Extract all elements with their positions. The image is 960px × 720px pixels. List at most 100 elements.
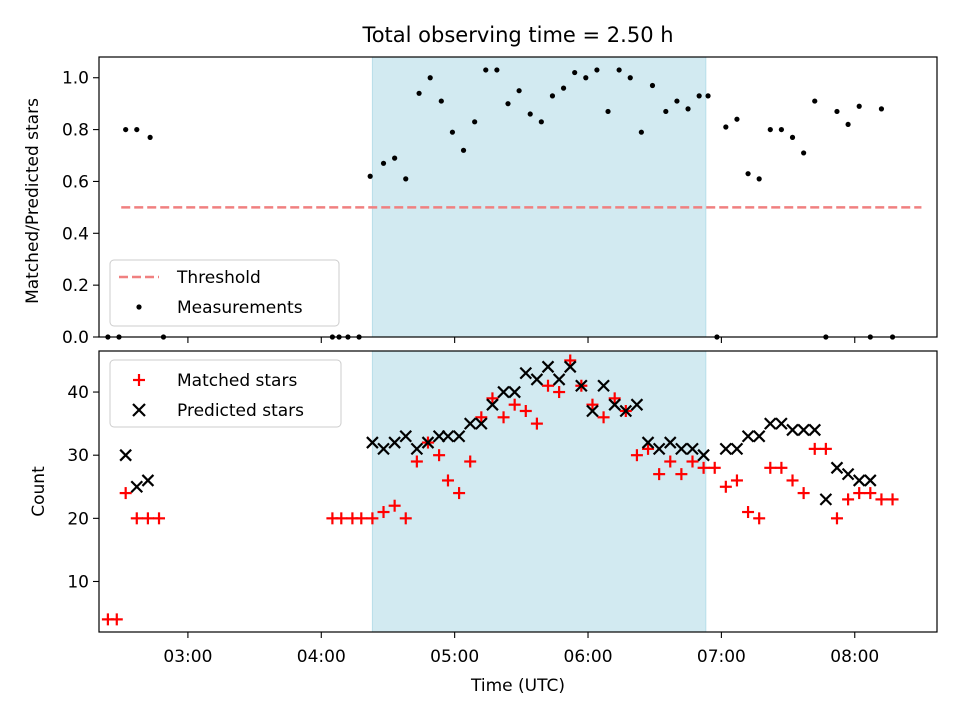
measurement-point <box>812 98 818 104</box>
predicted-star-point <box>652 442 666 456</box>
legend-threshold-label: Threshold <box>176 268 261 288</box>
measurement-point <box>472 119 478 125</box>
predicted-star-point <box>410 442 424 456</box>
predicted-star-point <box>719 442 733 456</box>
y-tick-label: 0.6 <box>62 172 89 192</box>
matched-star-point <box>586 398 599 411</box>
measurement-point <box>527 111 533 117</box>
measurement-point <box>449 129 456 135</box>
matched-star-point <box>775 461 788 474</box>
measurement-point <box>483 67 489 73</box>
matched-star-point <box>542 379 555 392</box>
measurement-point <box>745 171 751 177</box>
matched-star-point <box>653 468 666 481</box>
measurement-point <box>392 155 398 161</box>
legend-predicted-label: Predicted stars <box>177 401 304 421</box>
predicted-star-point <box>619 404 633 418</box>
measurement-point <box>560 85 567 91</box>
x-tick-label: 03:00 <box>163 647 212 667</box>
y-axis-label-bottom: Count <box>29 466 49 517</box>
legend-bottom: Matched stars Predicted stars <box>109 359 342 428</box>
matched-star-point <box>530 417 543 430</box>
matched-star-point <box>441 474 454 487</box>
matched-star-point <box>742 506 755 519</box>
matched-star-point <box>697 461 710 474</box>
legend-matched-swatch <box>133 374 145 386</box>
predicted-star-point <box>508 385 521 399</box>
measurement-point <box>460 147 467 153</box>
matched-star-point <box>808 442 821 455</box>
y-tick-label: 0.2 <box>62 276 89 296</box>
measurement-point <box>696 93 702 99</box>
measurement-point <box>801 150 807 156</box>
predicted-star-point <box>552 373 566 386</box>
measurement-point <box>427 75 433 81</box>
measurement-point <box>723 124 729 130</box>
measurement-point <box>663 108 669 115</box>
predicted-star-point <box>575 379 588 393</box>
matched-star-point <box>335 512 348 525</box>
matched-star-point <box>110 613 123 626</box>
measurement-point <box>367 173 373 179</box>
matched-star-point <box>842 493 855 506</box>
y-tick-label: 30 <box>67 446 89 466</box>
measurement-point <box>834 108 840 115</box>
predicted-star-point <box>130 480 144 494</box>
measurement-point <box>403 176 409 182</box>
predicted-star-point <box>399 429 413 443</box>
measurement-point <box>756 176 762 182</box>
legend-top: Threshold Measurements <box>109 259 340 327</box>
matched-star-point <box>355 512 368 525</box>
measurement-point <box>649 82 656 89</box>
matched-star-point <box>453 487 466 500</box>
matched-star-point <box>764 461 777 474</box>
predicted-star-point <box>808 423 822 437</box>
matched-star-point <box>119 487 132 500</box>
observing-window-shade <box>371 350 707 633</box>
legend-measurements-swatch <box>136 304 142 310</box>
matched-star-point <box>719 480 732 493</box>
predicted-star-point <box>775 417 788 430</box>
measurement-point <box>627 75 633 81</box>
measurement-point <box>594 67 600 73</box>
measurement-point <box>705 93 711 99</box>
measurement-point <box>767 126 773 133</box>
predicted-star-point <box>830 461 844 475</box>
measurement-point <box>516 88 522 94</box>
measurement-point <box>416 90 422 96</box>
x-tick-label: 04:00 <box>297 647 346 667</box>
predicted-star-point <box>841 467 855 481</box>
measurement-point <box>616 67 622 73</box>
y-tick-label: 20 <box>67 509 89 529</box>
y-axis-ticks-top: 0.0 0.2 0.4 0.6 0.8 1.0 <box>62 69 99 348</box>
predicted-star-point <box>786 423 799 437</box>
predicted-star-point <box>441 429 455 443</box>
measurement-point <box>438 98 444 104</box>
matched-star-point <box>875 493 888 506</box>
measurement-point <box>674 98 680 104</box>
predicted-star-point <box>697 448 710 462</box>
predicted-star-point <box>764 417 777 430</box>
matched-star-point <box>475 411 488 424</box>
predicted-star-point <box>608 398 621 411</box>
matched-star-point <box>519 404 532 417</box>
predicted-star-point <box>421 436 435 449</box>
matched-star-point <box>864 487 877 500</box>
x-axis-label: Time (UTC) <box>470 676 565 696</box>
predicted-star-point <box>366 436 379 449</box>
measurement-point <box>789 134 796 140</box>
predicted-star-point <box>864 474 877 487</box>
legend-matched-label: Matched stars <box>177 371 297 391</box>
predicted-star-point <box>741 429 755 443</box>
matched-star-point <box>642 442 655 455</box>
measurement-point <box>147 134 153 140</box>
y-tick-label: 1.0 <box>62 69 89 89</box>
matched-star-point <box>366 512 379 525</box>
measurement-point <box>494 67 500 73</box>
matched-star-point <box>886 493 899 506</box>
predicted-star-point <box>119 448 132 462</box>
ratio-panel: 0.0 0.2 0.4 0.6 0.8 1.0 Total observing time … <box>23 23 938 348</box>
matched-star-point <box>819 442 832 455</box>
measurement-point <box>638 129 644 135</box>
